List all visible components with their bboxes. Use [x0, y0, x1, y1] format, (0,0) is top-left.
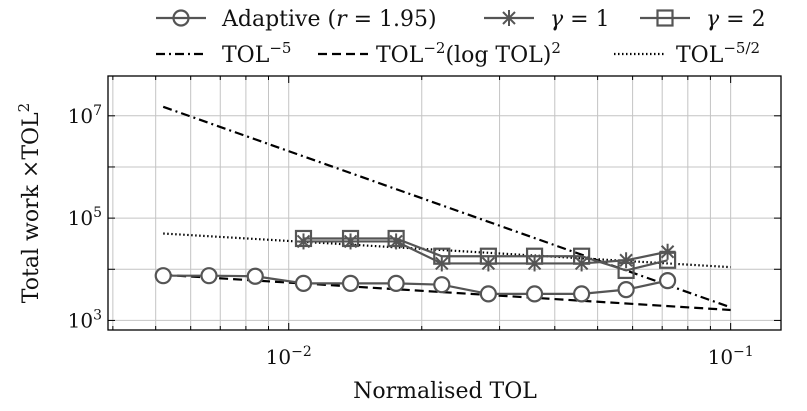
x-tick-label: 10−1	[708, 344, 754, 369]
legend-label-tol-5: TOL−5	[222, 39, 291, 68]
legend: Adaptive (r = 1.95) γ = 1 γ = 2	[156, 7, 766, 68]
data-point-adaptive	[525, 285, 544, 303]
data-point-adaptive	[573, 285, 591, 303]
data-point-adaptive	[387, 274, 405, 292]
legend-label-gamma2: γ = 2	[706, 7, 766, 32]
legend-entry-gamma2: γ = 2	[640, 7, 766, 32]
data-point-adaptive	[154, 267, 172, 285]
data-point-adaptive	[658, 272, 677, 290]
series-line-gamma2	[303, 237, 668, 272]
x-axis-label: Normalised TOL	[353, 379, 537, 404]
data-point-gamma2	[341, 229, 360, 248]
y-tick-label: 105	[68, 205, 102, 230]
data-point-gamma2	[294, 229, 313, 248]
x-tick-label: 10−2	[266, 344, 312, 369]
data-point-adaptive	[433, 276, 451, 294]
reference-line-tol-5	[162, 105, 732, 309]
data-point-gamma2	[658, 251, 677, 269]
y-axis-label: Total work ×TOL2	[15, 103, 44, 303]
legend-label-tol-5-2: TOL−5/2	[676, 39, 760, 68]
data-point-gamma2	[433, 247, 451, 265]
reference-line-tol-2-log	[163, 273, 731, 312]
y-tick-label: 107	[68, 103, 102, 128]
data-point-gamma2	[387, 229, 405, 248]
data-point-adaptive	[246, 267, 264, 285]
y-axis-ticks: 103 105 107	[68, 103, 781, 332]
reference-line-tol-5-2	[163, 232, 731, 269]
plot-frame	[107, 75, 782, 331]
legend-entry-tol-2-log: TOL−2(log TOL)2	[318, 39, 561, 68]
y-tick-label: 103	[68, 307, 102, 332]
legend-label-tol-2-log: TOL−2(log TOL)2	[376, 39, 561, 68]
data-point-gamma2	[617, 261, 635, 280]
data-point-gamma2	[479, 247, 497, 265]
legend-entry-tol-5: TOL−5	[156, 39, 291, 68]
data-point-adaptive	[294, 274, 313, 292]
legend-label-adaptive: Adaptive (r = 1.95)	[221, 7, 437, 32]
x-axis-ticks: 10−2 10−1	[112, 76, 754, 369]
legend-entry-tol-5-2: TOL−5/2	[614, 39, 760, 68]
data-point-gamma1	[618, 252, 635, 269]
data-point-adaptive	[341, 274, 360, 292]
data-point-gamma2	[525, 247, 544, 265]
data-point-adaptive	[200, 267, 218, 285]
data-series	[154, 229, 677, 303]
data-point-adaptive	[617, 281, 635, 299]
data-point-adaptive	[479, 285, 497, 303]
legend-entry-adaptive: Adaptive (r = 1.95)	[156, 7, 437, 32]
reference-lines	[162, 105, 732, 312]
grid	[108, 76, 781, 330]
data-point-gamma2	[573, 247, 591, 265]
legend-entry-gamma1: γ = 1	[484, 7, 610, 32]
legend-label-gamma1: γ = 1	[550, 7, 610, 32]
